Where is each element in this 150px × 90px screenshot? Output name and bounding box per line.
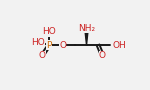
Text: OH: OH — [112, 40, 126, 50]
Text: O: O — [39, 51, 46, 60]
Text: O: O — [99, 51, 106, 60]
Text: HO: HO — [42, 27, 56, 36]
Text: NH₂: NH₂ — [78, 24, 95, 33]
Text: O: O — [59, 40, 66, 50]
Polygon shape — [85, 30, 88, 45]
Text: P: P — [47, 40, 52, 50]
Text: HO: HO — [31, 38, 45, 47]
